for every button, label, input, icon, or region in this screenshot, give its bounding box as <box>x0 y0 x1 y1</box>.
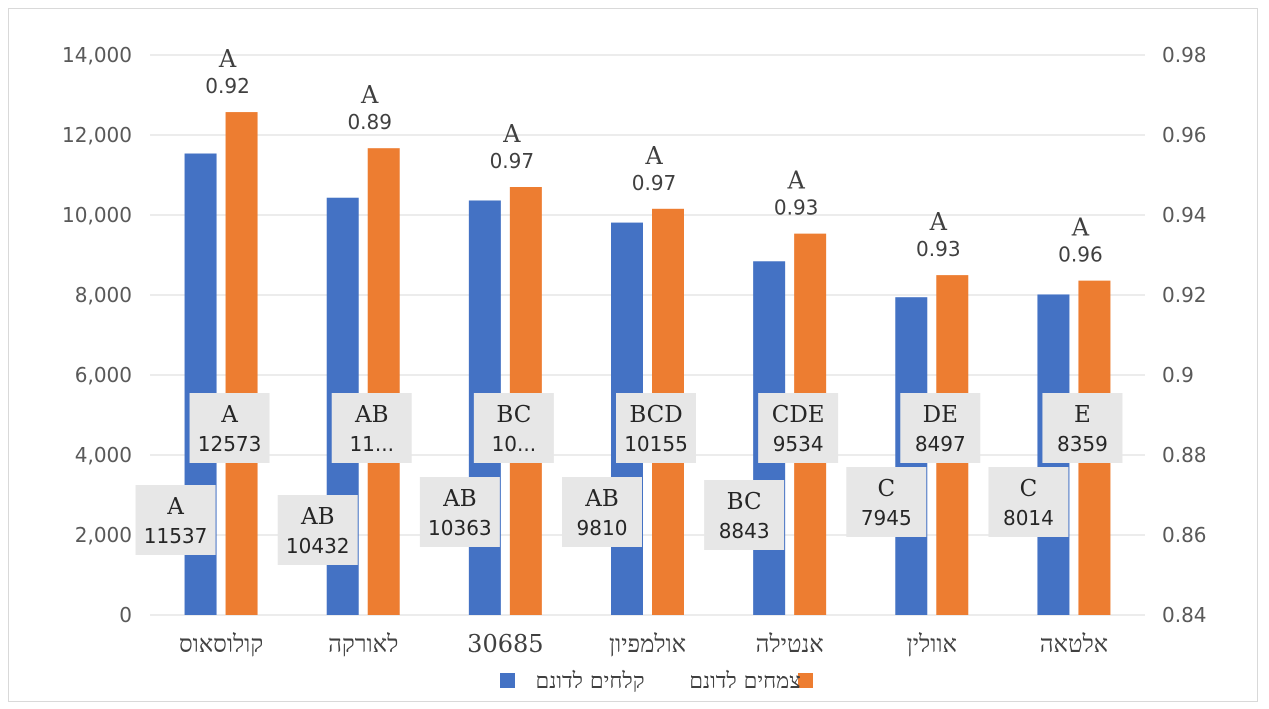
category-label: אנטילה <box>756 630 824 658</box>
legend: צמחים לדונם קלחים לדונם <box>500 669 813 694</box>
top-annotation-letter: A <box>218 45 237 73</box>
data-label-letters: A <box>220 402 238 428</box>
y-right-tick-label: 0.96 <box>1162 123 1207 147</box>
category-label: אולמפיון <box>609 630 686 658</box>
y-right-tick-label: 0.9 <box>1162 363 1194 387</box>
y-right-tick-label: 0.98 <box>1162 43 1207 67</box>
data-label-letters: AB <box>442 486 477 512</box>
data-label-box <box>473 393 554 463</box>
top-annotation-value: 0.97 <box>632 171 677 195</box>
top-annotation-value: 0.93 <box>916 237 961 261</box>
y-left-tick-label: 6,000 <box>75 363 132 387</box>
data-label-box <box>704 480 785 550</box>
data-label-box <box>1042 393 1123 463</box>
data-label-value: 10363 <box>428 516 492 540</box>
y-right-tick-label: 0.88 <box>1162 443 1207 467</box>
data-label-letters: DE <box>923 402 958 428</box>
top-annotation-value: 0.93 <box>774 196 819 220</box>
data-label-letters: A <box>166 494 184 520</box>
data-label-letters: AB <box>354 402 389 428</box>
data-label-letters: C <box>1020 476 1038 502</box>
top-annotation-letter: A <box>1071 214 1090 242</box>
data-label-value: 8359 <box>1057 432 1108 456</box>
top-annotation-letter: A <box>786 167 805 195</box>
data-label-value: 8843 <box>719 519 770 543</box>
data-label-letters: E <box>1074 402 1091 428</box>
data-label-value: 8014 <box>1003 506 1054 530</box>
data-label-value: 10432 <box>286 534 350 558</box>
top-annotation-letter: A <box>929 208 948 236</box>
data-label-value: 10... <box>492 432 537 456</box>
top-annotation-value: 0.96 <box>1058 243 1103 267</box>
legend-label: צמחים לדונם <box>689 669 800 694</box>
y-left-tick-label: 8,000 <box>75 283 132 307</box>
data-label-box <box>331 393 412 463</box>
y-left-tick-label: 0 <box>119 603 132 627</box>
y-left-tick-label: 10,000 <box>62 203 132 227</box>
data-label-value: 12573 <box>198 432 262 456</box>
data-label-value: 11... <box>349 432 394 456</box>
top-annotation-value: 0.97 <box>490 149 535 173</box>
data-label-letters: AB <box>584 486 619 512</box>
data-label-box <box>758 393 839 463</box>
data-label-value: 11537 <box>144 524 208 548</box>
data-label-box <box>846 467 927 537</box>
data-label-value: 9534 <box>773 432 824 456</box>
x-axis-categories: קולוסאוס לאורקה 30685 אולמפיון אנטילה אוולין א… <box>179 630 1108 658</box>
data-label-value: 7945 <box>861 506 912 530</box>
top-annotation-letter: A <box>644 142 663 170</box>
legend-swatch <box>798 673 813 688</box>
top-annotation-letter: A <box>360 81 379 109</box>
data-label-value: 10155 <box>624 432 688 456</box>
data-label-box <box>277 495 358 565</box>
y-right-tick-label: 0.84 <box>1162 603 1207 627</box>
data-label-box <box>562 477 642 547</box>
y-right-tick-label: 0.94 <box>1162 203 1207 227</box>
data-label-letters: C <box>877 476 895 502</box>
category-label: אוולין <box>907 630 957 658</box>
category-label: אלטאה <box>1040 630 1108 658</box>
chart-frame <box>8 8 1258 702</box>
data-label-value: 9810 <box>577 516 628 540</box>
data-label-letters: BC <box>496 402 531 428</box>
data-label-box <box>419 477 500 547</box>
y-left-tick-label: 14,000 <box>62 43 132 67</box>
data-label-box <box>900 393 981 463</box>
y-right-tick-label: 0.92 <box>1162 283 1207 307</box>
category-label: לאורקה <box>328 630 398 658</box>
bar-series-2 <box>225 112 258 615</box>
category-label: 30685 <box>467 630 543 658</box>
data-label-boxes: A 11537 A 12573 AB 10432 AB 11... AB 10363 BC 10...… <box>135 393 1123 565</box>
left-y-axis: 0 2,000 4,000 6,000 8,000 10,000 12,000 14,000 <box>62 43 132 627</box>
data-label-letters: AB <box>300 504 335 530</box>
data-label-value: 8497 <box>915 432 966 456</box>
y-left-tick-label: 4,000 <box>75 443 132 467</box>
data-label-box <box>616 393 696 463</box>
data-label-letters: CDE <box>772 402 825 428</box>
legend-swatch <box>500 673 515 688</box>
y-left-tick-label: 2,000 <box>75 523 132 547</box>
right-y-axis: 0.84 0.86 0.88 0.9 0.92 0.94 0.96 0.98 <box>1162 43 1207 627</box>
data-label-letters: BCD <box>629 402 682 428</box>
y-right-tick-label: 0.86 <box>1162 523 1207 547</box>
legend-label: קלחים לדונם <box>536 669 645 694</box>
data-label-box <box>988 467 1069 537</box>
top-annotation-value: 0.89 <box>347 110 392 134</box>
bar-series-2 <box>367 148 400 615</box>
category-label: קולוסאוס <box>179 630 263 658</box>
data-label-box <box>135 485 216 555</box>
y-left-tick-label: 12,000 <box>62 123 132 147</box>
data-label-letters: BC <box>727 489 762 515</box>
top-annotation-letter: A <box>502 120 521 148</box>
data-label-box <box>189 393 270 463</box>
top-annotation-value: 0.92 <box>205 74 250 98</box>
